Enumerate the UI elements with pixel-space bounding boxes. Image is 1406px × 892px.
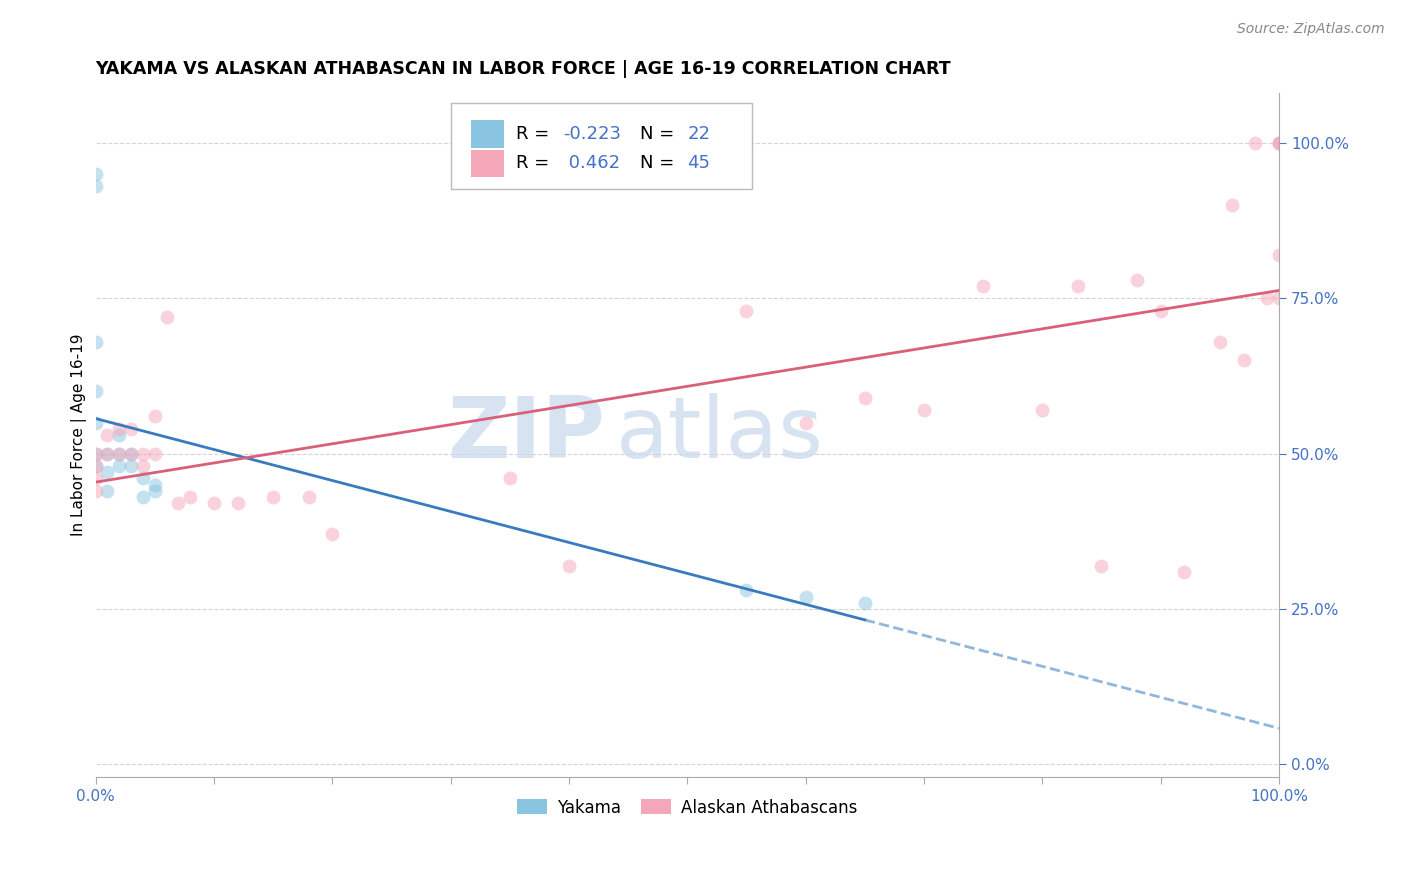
Point [120, 447, 142, 461]
Text: -0.223: -0.223 [562, 125, 621, 143]
FancyBboxPatch shape [471, 150, 503, 178]
Point [1173, 565, 1195, 579]
Point [972, 278, 994, 293]
Text: 22: 22 [688, 125, 710, 143]
Point [143, 477, 166, 491]
Point [143, 447, 166, 461]
FancyBboxPatch shape [471, 120, 503, 148]
Point [735, 583, 758, 598]
Point [1256, 291, 1278, 305]
Text: R =: R = [516, 125, 555, 143]
Point [297, 490, 319, 504]
Point [202, 496, 225, 510]
Point [1150, 303, 1173, 318]
Point [794, 590, 817, 604]
FancyBboxPatch shape [450, 103, 752, 189]
Point [1268, 291, 1291, 305]
Text: ZIP: ZIP [447, 393, 605, 476]
Point [84, 167, 107, 181]
Point [132, 471, 155, 485]
Point [96, 465, 118, 479]
Point [108, 447, 131, 461]
Point [794, 416, 817, 430]
Text: N =: N = [640, 154, 681, 172]
Point [853, 596, 876, 610]
Text: atlas: atlas [616, 393, 824, 476]
Point [1209, 334, 1232, 349]
Point [853, 391, 876, 405]
Point [1232, 353, 1254, 368]
Point [1067, 278, 1090, 293]
Text: YAKAMA VS ALASKAN ATHABASCAN IN LABOR FORCE | AGE 16-19 CORRELATION CHART: YAKAMA VS ALASKAN ATHABASCAN IN LABOR FO… [96, 60, 952, 78]
Point [84, 483, 107, 498]
Point [1220, 198, 1243, 212]
Point [84, 458, 107, 473]
Point [96, 428, 118, 442]
Point [321, 527, 343, 541]
Point [1126, 272, 1149, 286]
Text: 0.462: 0.462 [562, 154, 620, 172]
Point [84, 179, 107, 194]
Point [120, 458, 142, 473]
Point [84, 458, 107, 473]
Point [912, 403, 935, 417]
Text: R =: R = [516, 154, 555, 172]
Point [132, 458, 155, 473]
Point [143, 409, 166, 424]
Point [108, 428, 131, 442]
Point [108, 458, 131, 473]
Point [1268, 248, 1291, 262]
Point [558, 558, 581, 573]
Point [1090, 558, 1112, 573]
Point [1268, 136, 1291, 150]
Legend: Yakama, Alaskan Athabascans: Yakama, Alaskan Athabascans [510, 792, 865, 823]
Text: N =: N = [640, 125, 681, 143]
Point [143, 483, 166, 498]
Point [1268, 136, 1291, 150]
Text: 45: 45 [688, 154, 710, 172]
Point [179, 490, 201, 504]
Point [499, 471, 522, 485]
Point [84, 447, 107, 461]
Text: Source: ZipAtlas.com: Source: ZipAtlas.com [1237, 22, 1385, 37]
Point [84, 334, 107, 349]
Point [167, 496, 190, 510]
Point [84, 447, 107, 461]
Point [84, 384, 107, 399]
Point [155, 310, 177, 324]
Point [226, 496, 249, 510]
Point [96, 483, 118, 498]
Point [84, 471, 107, 485]
Point [84, 416, 107, 430]
Point [120, 447, 142, 461]
Y-axis label: In Labor Force | Age 16-19: In Labor Force | Age 16-19 [72, 334, 87, 536]
Point [132, 490, 155, 504]
Point [1268, 136, 1291, 150]
Point [120, 422, 142, 436]
Point [132, 447, 155, 461]
Point [108, 422, 131, 436]
Point [1244, 136, 1267, 150]
Point [735, 303, 758, 318]
Point [108, 447, 131, 461]
Point [262, 490, 284, 504]
Point [1031, 403, 1053, 417]
Point [96, 447, 118, 461]
Point [96, 447, 118, 461]
